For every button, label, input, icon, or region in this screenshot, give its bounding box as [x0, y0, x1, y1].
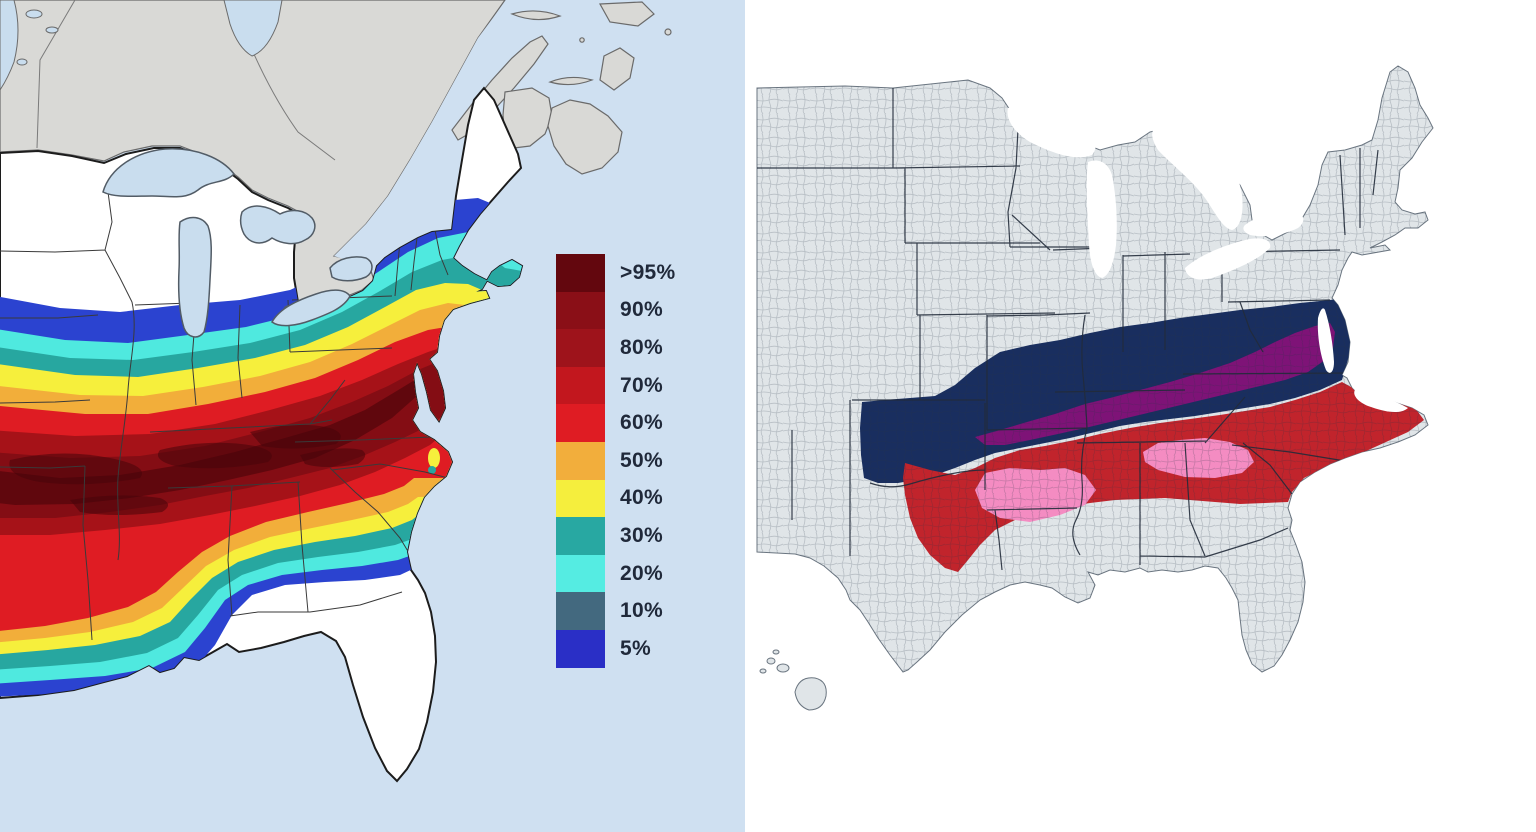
lake-huron — [1152, 124, 1243, 230]
snow-probability-map — [0, 0, 745, 832]
lake-superior — [1007, 105, 1096, 158]
lake-huron — [239, 205, 316, 245]
legend-swatch — [556, 404, 605, 442]
legend-swatch — [556, 629, 605, 668]
legend-swatch — [556, 441, 605, 480]
probability-legend: >95% 90% 80% 70% 60% 50% 40% 30% 20% 10%… — [556, 254, 676, 668]
va-coast-fleck-teal — [428, 466, 436, 474]
lake-superior — [102, 148, 235, 198]
forecast-panel: FORECAST HEAVY ICE HEAVY SOW BUY A GENER… — [745, 0, 1536, 832]
legend-label: 80% — [620, 335, 663, 359]
state-borders — [757, 86, 1379, 571]
chesapeake-bay — [1317, 308, 1334, 373]
snow-probability-panel: >95% 90% 80% 70% 60% 50% 40% 30% 20% 10%… — [0, 0, 745, 832]
legend-swatch — [556, 479, 605, 518]
lake-erie — [271, 289, 351, 327]
legend-label: 60% — [620, 411, 663, 435]
va-coast-fleck-yellow — [428, 448, 440, 468]
legend-label: 20% — [620, 561, 663, 585]
lakes-and-bays — [1007, 105, 1408, 413]
lake-ontario — [1243, 211, 1304, 237]
lake-michigan — [177, 216, 212, 338]
legend-label: 30% — [620, 523, 663, 547]
legend-label: 90% — [620, 298, 663, 322]
legend-swatch — [556, 254, 605, 292]
lake-ontario — [329, 256, 373, 282]
legend-label: 50% — [620, 448, 663, 472]
legend-swatch — [556, 366, 605, 405]
maritime-canada — [451, 1, 672, 175]
forecast-county-map — [745, 0, 1536, 832]
legend-label: 10% — [620, 599, 663, 623]
forecast-bands — [757, 66, 1433, 672]
legend-label: >95% — [620, 260, 676, 284]
james-bay-and-lakes — [0, 0, 283, 91]
legend-label: 40% — [620, 486, 663, 510]
legend-swatch — [556, 554, 605, 593]
probability-bands — [0, 191, 522, 697]
core-dark-blotches — [9, 424, 366, 515]
lake-erie — [1185, 238, 1271, 280]
legend-label: 5% — [620, 636, 651, 660]
hawaii-islands — [759, 649, 827, 711]
st-lawrence-river — [334, 2, 508, 262]
probability-legend-colorbar — [556, 254, 605, 668]
lake-michigan — [1086, 160, 1117, 278]
legend-swatch — [556, 291, 605, 330]
legend-swatch — [556, 329, 605, 367]
legend-label: 70% — [620, 373, 663, 397]
nc-sounds — [1354, 390, 1408, 413]
probability-legend-labels: >95% 90% 80% 70% 60% 50% 40% 30% 20% 10%… — [620, 254, 676, 668]
legend-swatch — [556, 517, 605, 555]
great-lakes — [102, 148, 373, 338]
legend-swatch — [556, 592, 605, 630]
